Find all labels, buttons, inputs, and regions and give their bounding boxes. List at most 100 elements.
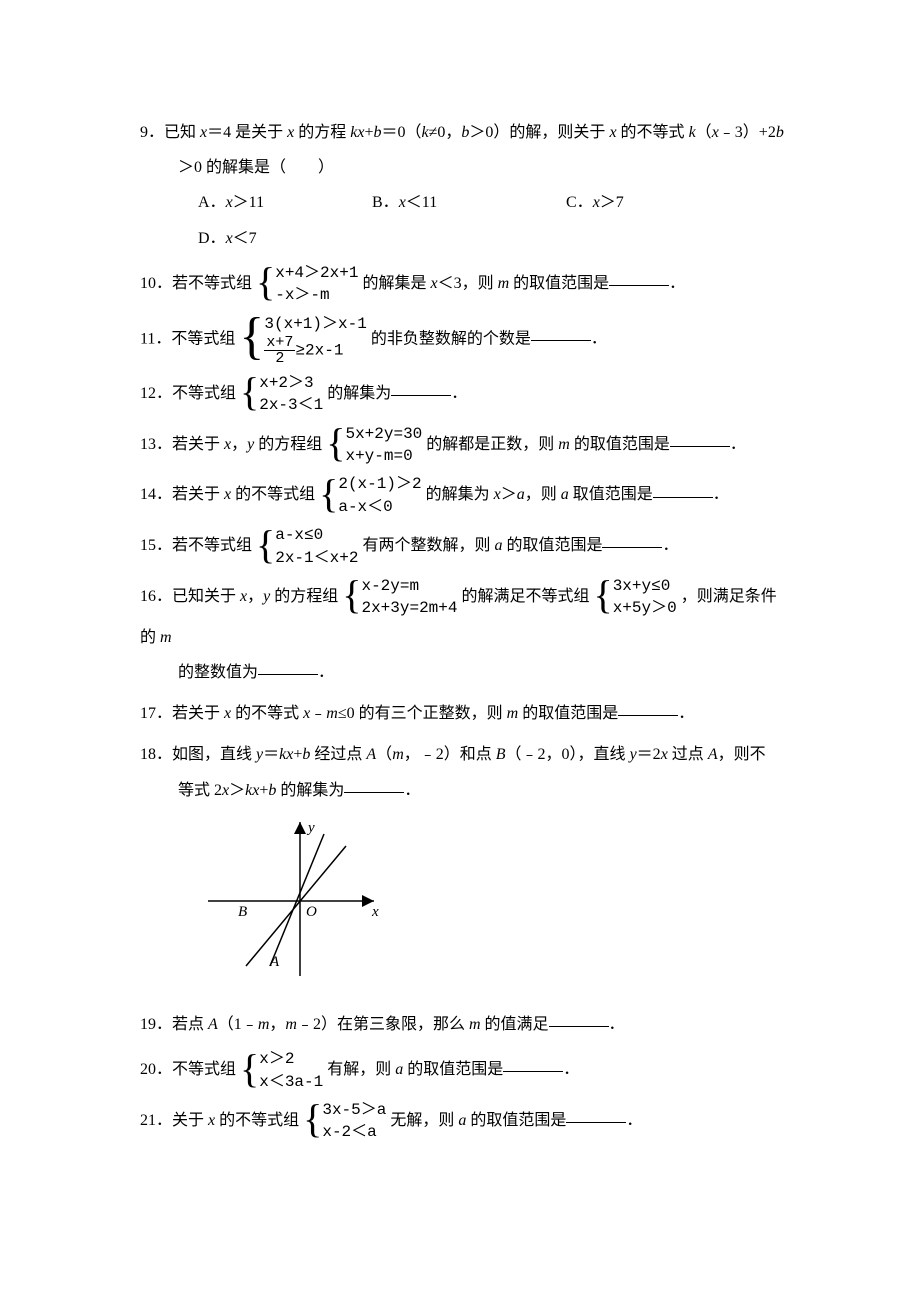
q17-period: ． [678, 705, 694, 722]
q10-tail: 的取值范围是 [509, 275, 609, 292]
q20-tail: 的取值范围是 [403, 1061, 503, 1078]
q21-sys-line1: 3x-5＞a [322, 1099, 386, 1121]
q11-tail: 的非负整数解的个数是 [371, 330, 531, 347]
q18-mid1: 经过点 [310, 746, 366, 763]
q21-period: ． [626, 1112, 642, 1129]
q18-x2: x [661, 746, 668, 763]
q10-pre: ．若不等式组 [156, 275, 252, 292]
q9-t6: ≠0， [429, 124, 462, 141]
q10-sys-line1: x+4＞2x+1 [275, 262, 358, 284]
question-11: 11．不等式组 { 3(x+1)＞x-1 x+7 2 ≥2x-1 的非负整数解的… [140, 313, 790, 366]
q21-sys-line2: x-2＜a [322, 1121, 386, 1143]
q16-mid2: 的解满足不等式组 [461, 588, 589, 605]
q19-m2: m [285, 1016, 297, 1033]
q14-mid1: 的不等式组 [231, 487, 315, 504]
svg-text:B: B [238, 904, 247, 920]
q15-tail: 的取值范围是 [502, 537, 602, 554]
q19-pre: ．若点 [156, 1016, 208, 1033]
q13-m: m [558, 436, 570, 453]
q14-gt: ＞ [501, 487, 517, 504]
q18-graph: yxOBA [196, 816, 790, 999]
q9-t1: ．已知 [148, 124, 200, 141]
q14-number: 14 [140, 487, 156, 504]
q11-frac-den: 2 [273, 351, 286, 366]
q18-A2: A [708, 746, 718, 763]
q9-choice-d-label: D． [198, 221, 226, 256]
q16-sys1-line2: 2x+3y=2m+4 [361, 597, 457, 619]
q18-line2a: 等式 2 [178, 782, 222, 799]
q18-paren2: （﹣2，0），直线 [506, 746, 630, 763]
q13-number: 13 [140, 436, 156, 453]
q17-pre: ．若关于 [156, 705, 224, 722]
q14-mid3: ，则 [525, 487, 561, 504]
svg-text:A: A [269, 954, 280, 970]
q17-m: m [326, 705, 338, 722]
question-18: 18．如图，直线 y＝kx+b 经过点 A（m，﹣2）和点 B（﹣2，0），直线… [140, 737, 790, 999]
q17-blank [618, 701, 678, 716]
question-14: 14．若关于 x 的不等式组 { 2(x-1)＞2 a-x＜0 的解集为 x＞a… [140, 473, 790, 518]
q16-sys2-line2: x+5y＞0 [613, 597, 677, 619]
q20-period: ． [563, 1061, 579, 1078]
q12-pre: ．不等式组 [156, 385, 236, 402]
q11-fraction: x+7 2 [264, 335, 295, 366]
q11-sys-line1: 3(x+1)＞x-1 [264, 313, 366, 335]
q16-period: ． [318, 664, 334, 681]
q12-tail: 的解集为 [327, 385, 391, 402]
q10-blank [609, 270, 669, 285]
svg-text:x: x [371, 904, 379, 920]
q18-comma: ，﹣2）和点 [404, 746, 496, 763]
q21-number: 21 [140, 1112, 156, 1129]
q17-m2: m [507, 705, 519, 722]
q18-blank [344, 777, 404, 792]
q12-number: 12 [140, 385, 156, 402]
q9-var-x3: x [609, 124, 616, 141]
q16-mid1: 的方程组 [270, 588, 338, 605]
q17-mid2: ≤0 的有三个正整数，则 [338, 705, 507, 722]
q11-blank [531, 326, 591, 341]
document-page: 9．已知 x＝4 是关于 x 的方程 kx+b＝0（k≠0，b＞0）的解，则关于… [0, 0, 920, 1210]
q16-number: 16 [140, 588, 156, 605]
q9-choice-b-text: ＜11 [406, 185, 437, 220]
q15-sys-line1: a-x≤0 [275, 524, 358, 546]
q12-sys-line1: x+2＞3 [259, 372, 323, 394]
brace-icon: { [303, 1103, 322, 1135]
q17-mid1: 的不等式 [231, 705, 303, 722]
q9-choices: A．x＞11 B．x＜11 C．x＞7 D．x＜7 [140, 185, 790, 255]
q16-system2: { 3x+y≤0 x+5y＞0 [594, 575, 677, 620]
q14-sys-line1: 2(x-1)＞2 [338, 473, 421, 495]
q14-blank [653, 482, 713, 497]
q20-mid: 有解，则 [327, 1061, 395, 1078]
q16-sys2-line1: 3x+y≤0 [613, 575, 677, 597]
q21-mid1: 的不等式组 [215, 1112, 299, 1129]
q15-system: { a-x≤0 2x-1＜x+2 [256, 524, 358, 569]
q11-pre: ．不等式组 [155, 330, 235, 347]
brace-icon: { [256, 529, 275, 561]
q20-sys-line1: x＞2 [259, 1048, 323, 1070]
q18-m: m [392, 746, 404, 763]
q10-system: { x+4＞2x+1 -x＞-m [256, 262, 358, 307]
q9-choice-c-label: C． [566, 185, 593, 220]
q19-blank [549, 1012, 609, 1027]
q14-a: a [517, 487, 525, 504]
q13-mid1: 的方程组 [254, 436, 322, 453]
q14-pre: ．若关于 [156, 487, 224, 504]
q16-system1: { x-2y=m 2x+3y=2m+4 [342, 575, 457, 620]
q9-t7: ＞0）的解，则关于 [469, 124, 609, 141]
q20-sys-line2: x＜3a-1 [259, 1071, 323, 1093]
q11-period: ． [591, 330, 607, 347]
q17-tail: 的取值范围是 [518, 705, 618, 722]
q16-sys1-line1: x-2y=m [361, 575, 457, 597]
q11-number: 11 [140, 330, 155, 347]
q20-blank [503, 1057, 563, 1072]
q10-mid: 的解集是 [362, 275, 430, 292]
brace-icon: { [319, 478, 338, 510]
q9-choice-c-text: ＞7 [600, 185, 624, 220]
q14-mid2: 的解集为 [426, 487, 494, 504]
question-12: 12．不等式组 { x+2＞3 2x-3＜1 的解集为． [140, 372, 790, 417]
q21-pre: ．关于 [156, 1112, 208, 1129]
q14-a2: a [561, 487, 569, 504]
brace-icon: { [256, 266, 275, 298]
q10-x: x [430, 275, 437, 292]
q18-period: ． [404, 782, 420, 799]
q9-var-b: b [374, 124, 382, 141]
